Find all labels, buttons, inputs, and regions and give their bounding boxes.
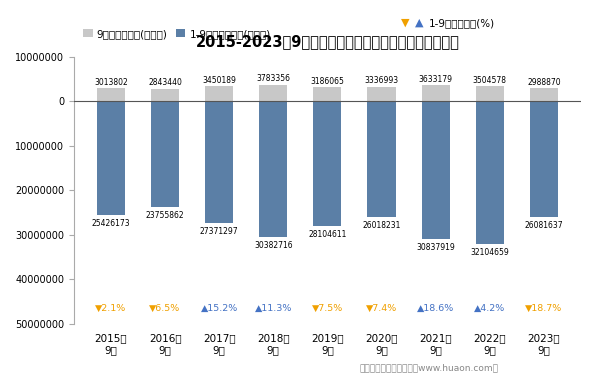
Text: ▼2.1%: ▼2.1% [95, 304, 126, 313]
Text: 1-9月同比增速(%): 1-9月同比增速(%) [429, 18, 495, 28]
Bar [421, 101, 450, 239]
Bar [151, 89, 179, 101]
Bar [313, 101, 342, 227]
Text: 3450189: 3450189 [202, 76, 236, 85]
Text: 3013802: 3013802 [94, 78, 128, 87]
Text: ▼: ▼ [401, 18, 409, 28]
Text: 32104659: 32104659 [470, 248, 509, 257]
Text: 2988870: 2988870 [527, 78, 561, 87]
Text: 3186065: 3186065 [311, 77, 344, 86]
Text: 30837919: 30837919 [416, 243, 455, 252]
Bar [205, 101, 233, 223]
Bar [476, 101, 504, 244]
Text: ▲: ▲ [415, 18, 424, 28]
Text: 27371297: 27371297 [200, 227, 238, 236]
Bar [530, 88, 558, 101]
Bar [151, 101, 179, 207]
Text: ▼18.7%: ▼18.7% [525, 304, 563, 313]
Text: ▼6.5%: ▼6.5% [150, 304, 181, 313]
Text: 3504578: 3504578 [473, 76, 507, 85]
Bar [476, 86, 504, 101]
Text: 25426173: 25426173 [92, 218, 131, 227]
Text: 26018231: 26018231 [362, 221, 401, 230]
Text: ▲4.2%: ▲4.2% [474, 304, 505, 313]
Legend: 9月进出口总额(万美元), 1-9月进出口总额(万美元): 9月进出口总额(万美元), 1-9月进出口总额(万美元) [79, 25, 275, 43]
Text: ▲11.3%: ▲11.3% [254, 304, 292, 313]
Bar [421, 85, 450, 101]
Text: 26081637: 26081637 [524, 221, 563, 230]
Text: 3633179: 3633179 [418, 75, 452, 84]
Text: 28104611: 28104611 [308, 230, 347, 239]
Bar [259, 85, 287, 101]
Text: 3336993: 3336993 [365, 76, 399, 85]
Text: 2843440: 2843440 [148, 79, 182, 88]
Title: 2015-2023年9月江苏省外商投资企业进出口总额统计图: 2015-2023年9月江苏省外商投资企业进出口总额统计图 [195, 34, 460, 49]
Bar [259, 101, 287, 237]
Text: ▼7.4%: ▼7.4% [366, 304, 397, 313]
Bar [97, 101, 125, 215]
Bar [368, 86, 396, 101]
Text: 3783356: 3783356 [256, 74, 290, 83]
Text: 30382716: 30382716 [254, 240, 293, 249]
Bar [205, 86, 233, 101]
Bar [368, 101, 396, 217]
Bar [313, 87, 342, 101]
Text: ▲18.6%: ▲18.6% [417, 304, 454, 313]
Text: ▲15.2%: ▲15.2% [201, 304, 238, 313]
Text: 23755862: 23755862 [146, 211, 184, 220]
Bar [530, 101, 558, 217]
Text: 制图：华经产业研究院（www.huaon.com）: 制图：华经产业研究院（www.huaon.com） [359, 363, 499, 372]
Bar [97, 88, 125, 101]
Text: ▼7.5%: ▼7.5% [312, 304, 343, 313]
